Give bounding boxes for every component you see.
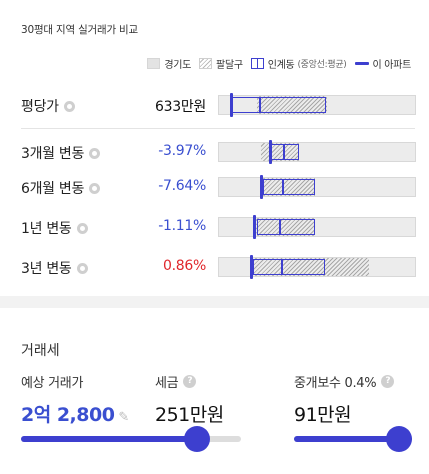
gray-swatch-icon — [147, 58, 161, 69]
row-label-text: 3년 변동 — [21, 261, 72, 277]
row-value: -1.11% — [158, 218, 206, 234]
row-label-text: 6개월 변동 — [21, 181, 85, 197]
section-divider — [0, 296, 429, 308]
price-slider-knob[interactable] — [184, 426, 210, 452]
legend-ingye-note: (중앙선:평균) — [297, 60, 347, 70]
fee-slider-fill — [294, 436, 412, 442]
tax-label: 세금 ? — [155, 372, 197, 391]
legend-apartment-label: 이 아파트 — [372, 60, 412, 71]
price-value[interactable]: 2억 2,800 ✎ — [21, 400, 129, 427]
row-6-month-change: 6개월 변동 -7.64% — [0, 174, 429, 200]
row-label: 6개월 변동 — [21, 178, 101, 198]
fee-value: 91만원 — [294, 404, 352, 426]
fee-label-text: 중개보수 0.4% — [294, 376, 377, 391]
legend-apartment: 이 아파트 — [354, 56, 412, 71]
tax-value: 251만원 — [155, 404, 224, 426]
row-3-year-change: 3년 변동 0.86% — [0, 254, 429, 280]
row-3-month-change: 3개월 변동 -3.97% — [0, 139, 429, 165]
row-value: -7.64% — [158, 178, 206, 194]
row-1-year-change: 1년 변동 -1.11% — [0, 214, 429, 240]
price-label: 예상 거래가 — [21, 372, 83, 391]
info-icon[interactable] — [89, 182, 101, 194]
section-title: 거래세 — [21, 343, 60, 359]
pencil-icon[interactable]: ✎ — [118, 410, 129, 425]
row-value: -3.97% — [158, 143, 206, 159]
info-icon[interactable] — [89, 147, 101, 159]
fee-slider-knob[interactable] — [386, 426, 412, 452]
apartment-marker — [260, 175, 263, 199]
fee-label: 중개보수 0.4% ? — [294, 372, 395, 391]
apartment-marker — [253, 215, 256, 239]
comparison-bar — [218, 140, 416, 164]
comparison-bar — [218, 93, 416, 117]
row-label: 평당가 — [21, 96, 75, 116]
row-label: 3개월 변동 — [21, 143, 101, 163]
apartment-marker — [269, 140, 272, 164]
info-icon[interactable] — [76, 222, 88, 234]
row-label: 3년 변동 — [21, 258, 88, 278]
help-icon[interactable]: ? — [381, 375, 395, 388]
legend-ingye: 인계동 (중앙선:평균) — [250, 56, 347, 71]
price-label-text: 예상 거래가 — [21, 376, 84, 391]
divider — [21, 128, 415, 129]
info-icon[interactable] — [76, 262, 88, 274]
apartment-marker — [250, 255, 253, 279]
legend-ingye-label: 인계동 — [267, 60, 295, 71]
tax-label-text: 세금 — [155, 376, 179, 391]
price-value-text[interactable]: 2억 2,800 — [21, 404, 115, 426]
row-value: 633만원 — [155, 99, 206, 115]
fee-slider[interactable] — [294, 426, 412, 452]
row-label-text: 3개월 변동 — [21, 146, 85, 162]
help-icon[interactable]: ? — [183, 375, 197, 388]
row-label-text: 평당가 — [21, 99, 59, 115]
comparison-bar — [218, 255, 416, 279]
info-icon[interactable] — [63, 100, 75, 112]
row-value: 0.86% — [163, 258, 206, 274]
hatch-swatch-icon — [199, 58, 213, 69]
legend-paldalgu-label: 팔달구 — [216, 60, 243, 71]
page-title: 30평대 지역 실거래가 비교 — [21, 24, 138, 36]
legend-gyeonggi-label: 경기도 — [164, 60, 192, 71]
comparison-bar — [218, 215, 416, 239]
box-swatch-icon — [250, 58, 264, 69]
line-swatch-icon — [354, 62, 369, 65]
row-price-per-pyeong: 평당가 633만원 — [0, 92, 429, 118]
legend-paldalgu: 팔달구 — [199, 56, 243, 71]
apartment-marker — [230, 93, 233, 117]
chart-legend: 경기도 팔달구 인계동 (중앙선:평균) 이 아파트 — [139, 56, 411, 71]
price-slider-fill — [21, 436, 197, 442]
legend-gyeonggi: 경기도 — [147, 56, 191, 71]
comparison-bar — [218, 175, 416, 199]
price-slider[interactable] — [21, 426, 241, 452]
row-label-text: 1년 변동 — [21, 221, 72, 237]
row-label: 1년 변동 — [21, 218, 88, 238]
